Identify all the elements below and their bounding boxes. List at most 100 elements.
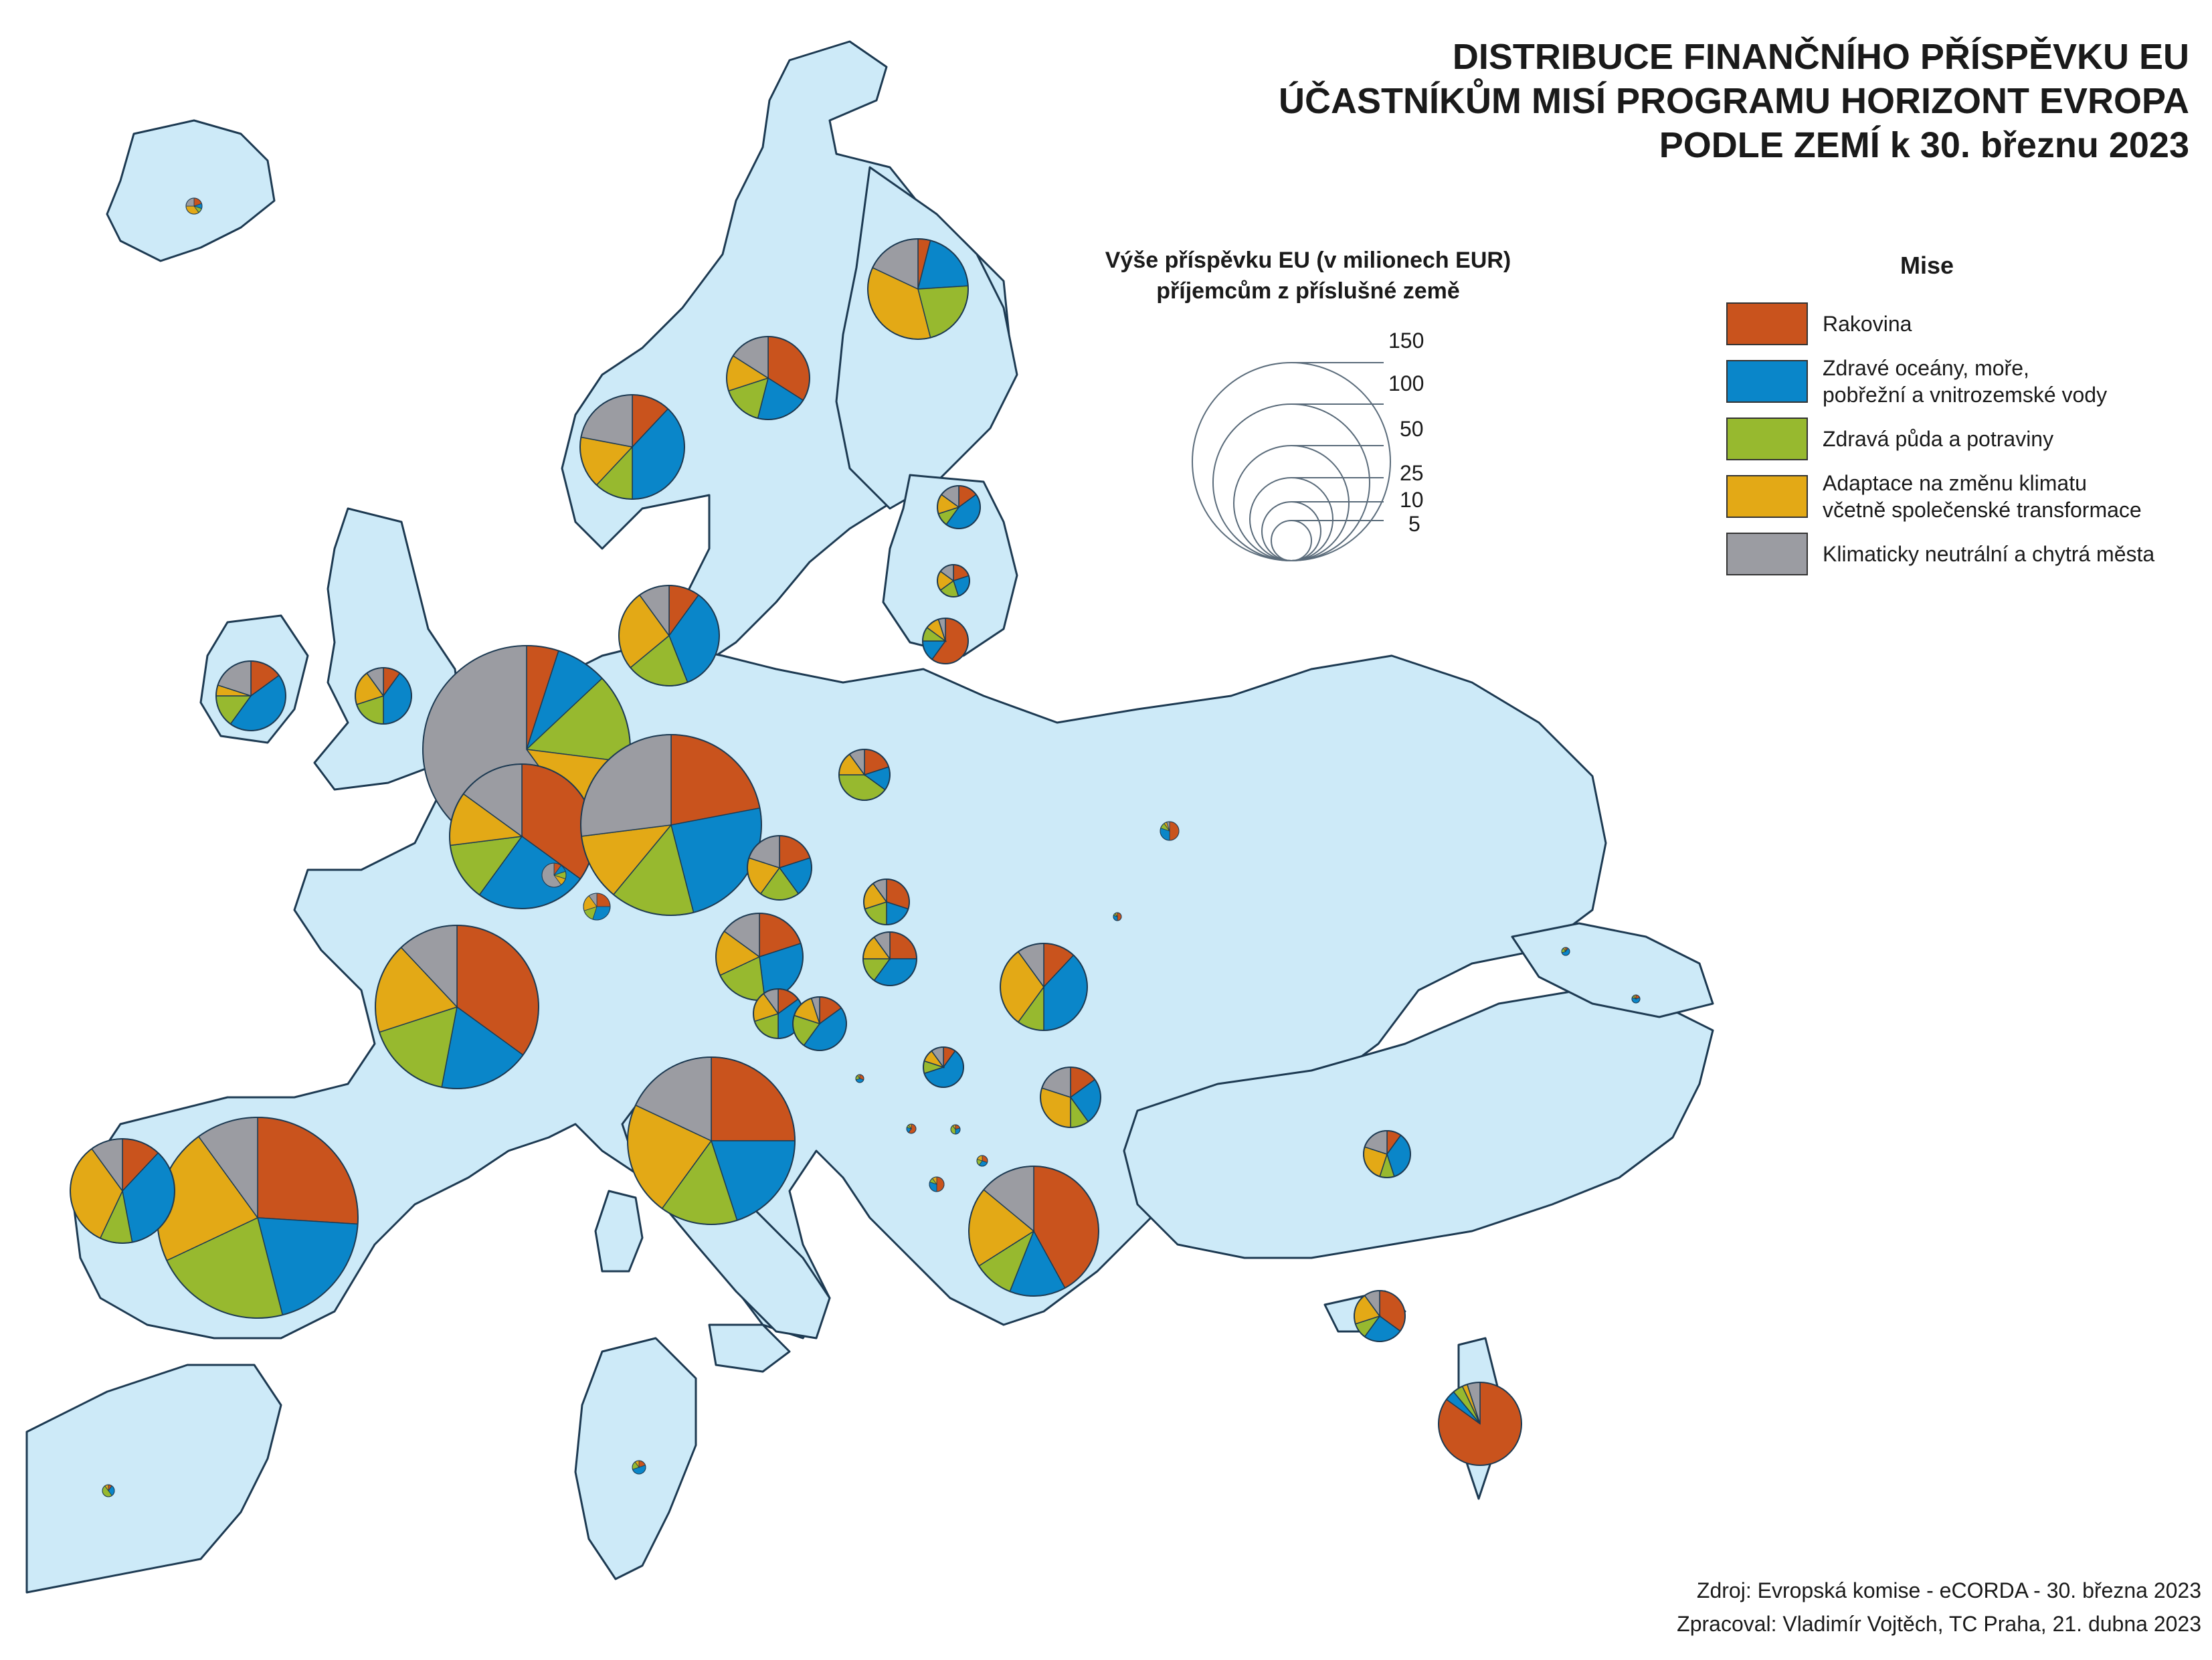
pie-finland <box>867 238 969 340</box>
title-line-3: PODLE ZEMÍ k 30. březnu 2023 <box>1659 125 2189 165</box>
pie-armenia <box>1631 994 1641 1004</box>
pie-norway <box>579 394 685 500</box>
pie-spain <box>157 1117 359 1319</box>
pie-outline-serbia <box>923 1046 964 1088</box>
size-legend-label-10: 10 <box>1400 488 1424 512</box>
pie-outline-tunisia <box>632 1460 646 1475</box>
pie-belgium <box>449 763 595 909</box>
mission-label-climate-adaptation: Adaptace na změnu klimatu včetně společe… <box>1823 471 2142 522</box>
pie-bosnia <box>855 1074 864 1083</box>
sardinia <box>594 1190 644 1273</box>
pie-serbia <box>923 1046 964 1088</box>
pie-outline-estonia <box>937 485 981 529</box>
pie-outline-bulgaria <box>1040 1067 1101 1128</box>
size-legend-label-100: 100 <box>1388 371 1424 395</box>
pie-outline-germany <box>580 734 762 916</box>
pie-outline-norway <box>579 394 685 500</box>
pie-outline-denmark <box>618 585 720 686</box>
pie-cyprus <box>1354 1290 1406 1342</box>
pie-outline-finland <box>867 238 969 340</box>
size-legend-title-line-1: Výše příspěvku EU (v milionech EUR) <box>1105 248 1511 273</box>
pie-germany <box>580 734 762 916</box>
pie-outline-uk <box>355 667 412 725</box>
size-legend-circles <box>1192 362 1391 561</box>
pie-outline-luxembourg <box>541 862 567 888</box>
size-legend-circle-2 <box>1233 445 1350 561</box>
size-legend-label-5: 5 <box>1408 512 1420 536</box>
mission-label-cancer: Rakovina <box>1823 312 1912 336</box>
pie-outline-ukraine <box>1160 821 1180 841</box>
pie-outline-latvia <box>937 564 970 597</box>
pie-charts <box>70 197 1641 1497</box>
pie-outline-croatia <box>792 996 847 1051</box>
pie-lithuania <box>922 618 969 664</box>
pie-outline-france <box>375 925 539 1089</box>
mission-swatch-oceans <box>1726 360 1808 403</box>
mission-item-soil: Zdravá půda a potraviny <box>1726 418 2208 460</box>
pie-hungary <box>862 931 917 986</box>
mission-swatch-cancer <box>1726 302 1808 345</box>
pie-luxembourg <box>541 862 567 888</box>
turkey <box>1123 989 1714 1259</box>
pie-bulgaria <box>1040 1067 1101 1128</box>
pie-portugal <box>70 1138 175 1244</box>
pie-morocco <box>102 1484 115 1497</box>
tunisia <box>574 1337 697 1580</box>
pie-turkey <box>1363 1130 1411 1178</box>
pie-outline-north-macedonia <box>976 1155 988 1167</box>
pie-austria <box>715 913 804 1001</box>
size-legend-circle-1 <box>1212 403 1370 561</box>
source-line-1: Zdroj: Evropská komise - eCORDA - 30. bř… <box>1696 1578 2201 1602</box>
iceland <box>106 119 276 262</box>
pie-outline-poland <box>838 749 891 801</box>
pie-outline-israel <box>1438 1382 1522 1466</box>
pie-outline-greece <box>968 1166 1099 1297</box>
mission-swatch-climate-adaptation <box>1726 475 1808 518</box>
pie-georgia <box>1561 947 1570 956</box>
size-legend-label-150: 150 <box>1388 329 1424 353</box>
mission-item-cancer: Rakovina <box>1726 302 2208 345</box>
pie-montenegro <box>906 1123 917 1134</box>
source-line-2: Zpracoval: Vladimír Vojtěch, TC Praha, 2… <box>1677 1612 2201 1636</box>
pie-outline-morocco <box>102 1484 115 1497</box>
pie-poland <box>838 749 891 801</box>
mission-swatch-soil <box>1726 418 1808 460</box>
sicily <box>708 1323 791 1373</box>
pie-kosovo <box>950 1124 961 1135</box>
size-legend-circle-0 <box>1192 362 1391 561</box>
size-legend-circle-3 <box>1249 477 1333 561</box>
pie-outline-iceland <box>185 197 203 215</box>
pie-latvia <box>937 564 970 597</box>
north-africa <box>25 1364 282 1594</box>
pie-outline-switzerland <box>583 893 611 921</box>
pie-outline-turkey <box>1363 1130 1411 1178</box>
pie-north-macedonia <box>976 1155 988 1167</box>
size-legend-label-50: 50 <box>1400 417 1424 441</box>
pie-uk <box>355 667 412 725</box>
size-legend-title-line-2: příjemcům z příslušné země <box>1156 278 1460 304</box>
pie-israel <box>1438 1382 1522 1466</box>
pie-outline-romania <box>1000 943 1088 1031</box>
pie-outline-portugal <box>70 1138 175 1244</box>
pie-slovakia <box>863 879 910 925</box>
pie-outline-slovakia <box>863 879 910 925</box>
pie-sweden <box>726 336 810 420</box>
size-legend: 150 100 50 25 10 5 <box>1192 329 1424 561</box>
pie-outline-kosovo <box>950 1124 961 1135</box>
size-legend-circle-4 <box>1261 501 1321 561</box>
mission-item-smart-cities: Klimaticky neutrální a chytrá města <box>1726 533 2208 575</box>
pie-greece <box>968 1166 1099 1297</box>
pie-tunisia <box>632 1460 646 1475</box>
pie-outline-hungary <box>862 931 917 986</box>
mission-swatch-smart-cities <box>1726 533 1808 575</box>
pie-romania <box>1000 943 1088 1031</box>
pie-estonia <box>937 485 981 529</box>
pie-ireland <box>215 660 286 731</box>
mission-label-oceans: Zdravé oceány, moře, pobřežní a vnitroze… <box>1823 356 2108 407</box>
pie-outline-cyprus <box>1354 1290 1406 1342</box>
pie-iceland <box>185 197 203 215</box>
pie-italy <box>627 1056 796 1225</box>
pie-moldova <box>1113 912 1122 921</box>
pie-czechia <box>747 835 812 901</box>
